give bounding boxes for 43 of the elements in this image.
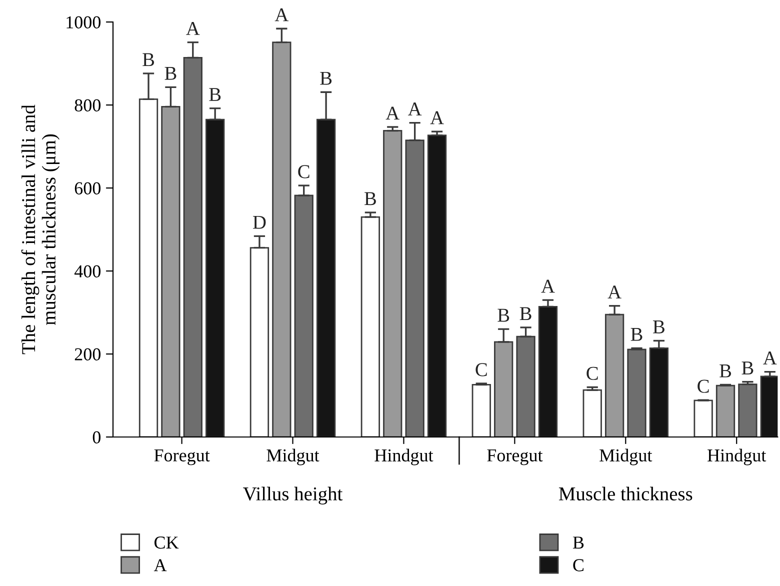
x-tick-label: Foregut <box>154 449 210 466</box>
y-tick-label: 800 <box>74 99 101 112</box>
data-label: C <box>698 380 709 393</box>
y-tick-label: 400 <box>74 265 101 278</box>
y-tick-label: 600 <box>74 182 101 194</box>
data-label: B <box>720 364 732 378</box>
data-label: C <box>586 366 598 380</box>
data-label: A <box>430 111 444 124</box>
y-tick-label: 0 <box>92 431 101 444</box>
data-label: A <box>608 286 622 298</box>
y-tick-label: 1000 <box>66 16 101 28</box>
data-label: B <box>364 192 376 206</box>
x-tick-label: Hindgut <box>708 448 766 466</box>
data-label: B <box>142 53 154 66</box>
data-label: B <box>164 66 176 80</box>
data-label: B <box>630 328 642 341</box>
data-label: A <box>386 106 400 120</box>
x-tick-label: Midgut <box>266 448 320 466</box>
x-tick-label: Foregut <box>487 449 543 466</box>
data-label: D <box>253 216 266 229</box>
x-tick-label: Hindgut <box>374 448 434 466</box>
data-label: C <box>476 363 487 376</box>
x-tick-label: Midgut <box>600 448 652 466</box>
data-label: A <box>408 102 422 116</box>
data-label: A <box>763 352 777 364</box>
data-label: B <box>498 308 510 322</box>
data-label: B <box>653 320 664 334</box>
data-label: A <box>274 8 289 22</box>
data-label: A <box>541 280 555 293</box>
legend-label: A <box>154 559 167 572</box>
text: Muscle thickness <box>558 486 692 500</box>
legend-label: B <box>572 536 584 549</box>
data-label: B <box>320 72 332 85</box>
y-axis-title: The length of intestinal villi and muscular thickness (μm) <box>21 104 60 354</box>
legend-label: C <box>573 559 584 572</box>
text: Villus height <box>243 486 343 504</box>
y-tick-label: 200 <box>74 348 101 360</box>
data-label: C <box>298 165 310 178</box>
data-label: B <box>742 362 754 374</box>
data-label: B <box>520 307 532 320</box>
legend-label: CK <box>154 536 179 549</box>
data-label: B <box>209 88 221 101</box>
data-label: A <box>186 22 200 35</box>
